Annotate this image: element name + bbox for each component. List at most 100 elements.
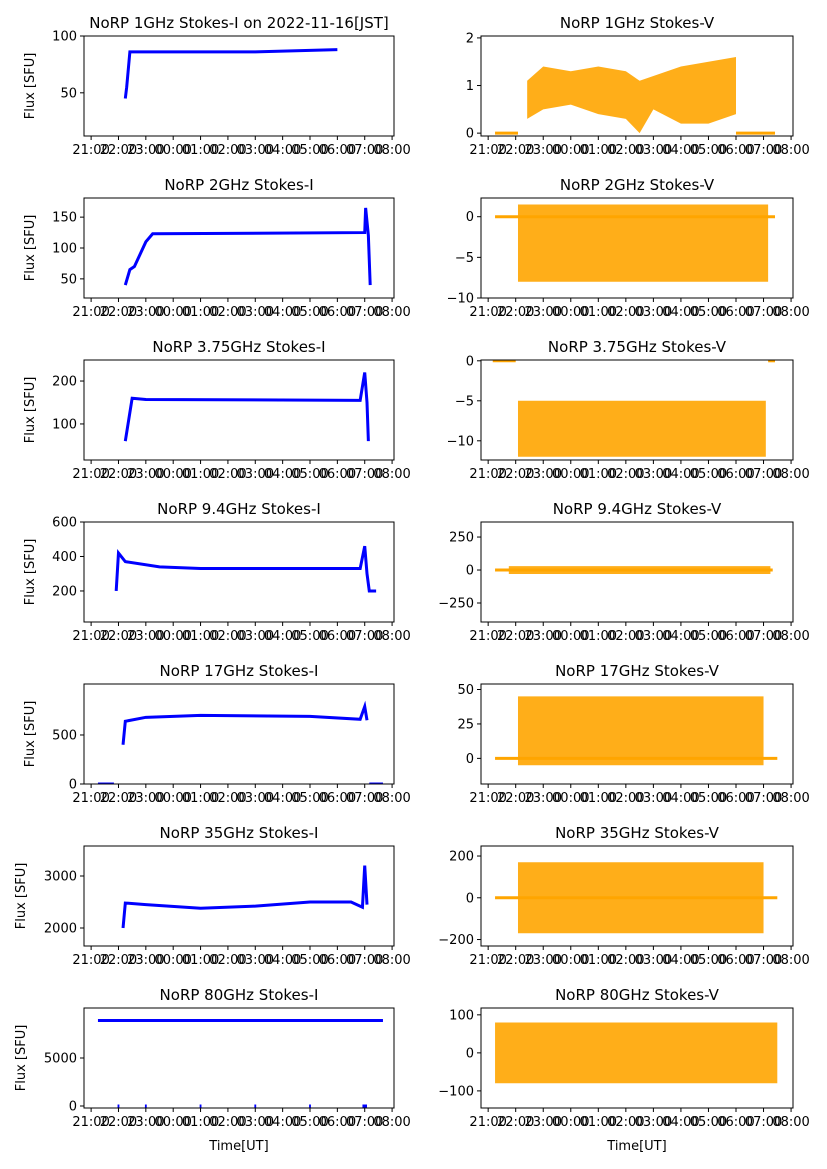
x-tick-label: 21:00 bbox=[72, 791, 109, 806]
x-tick-label: 02:00 bbox=[607, 305, 644, 320]
x-tick-label: 22:00 bbox=[497, 1115, 534, 1130]
x-tick-label: 05:00 bbox=[690, 1115, 727, 1130]
subplot-title: NoRP 17GHz Stokes-I bbox=[160, 662, 319, 680]
subplot-12: NoRP 35GHz Stokes-V −200 0 200 21:0022:0023:… bbox=[438, 824, 810, 968]
y-tick-label: 500 bbox=[52, 728, 77, 743]
x-tick-label: 08:00 bbox=[772, 143, 809, 158]
x-tick-label: 22:00 bbox=[100, 953, 137, 968]
stokes-v-scatter-band bbox=[517, 204, 769, 282]
y-tick-label: 2000 bbox=[44, 922, 77, 937]
x-tick-label: 01:00 bbox=[182, 629, 219, 644]
x-tick-label: 23:00 bbox=[525, 1115, 562, 1130]
y-tick-label: 0 bbox=[466, 127, 474, 142]
y-axis-label: Flux [SFU] bbox=[14, 1025, 29, 1092]
x-tick-label: 08:00 bbox=[373, 143, 410, 158]
x-tick-label: 08:00 bbox=[772, 467, 809, 482]
x-tick-label: 23:00 bbox=[525, 467, 562, 482]
x-tick-label: 05:00 bbox=[291, 467, 328, 482]
x-tick-label: 21:00 bbox=[72, 143, 109, 158]
x-tick-label: 03:00 bbox=[237, 629, 274, 644]
y-tick-label: −5 bbox=[455, 394, 474, 409]
x-tick-label: 08:00 bbox=[373, 791, 410, 806]
x-tick-label: 23:00 bbox=[525, 791, 562, 806]
axes-frame bbox=[83, 1007, 395, 1109]
x-tick-label: 05:00 bbox=[291, 1115, 328, 1130]
subplot-title: NoRP 9.4GHz Stokes-I bbox=[157, 500, 321, 518]
axes-frame bbox=[480, 197, 794, 299]
x-tick-label: 08:00 bbox=[373, 467, 410, 482]
subplot-3: NoRP 2GHz Stokes-I Flux [SFU] 50 100 150 21:0… bbox=[23, 176, 411, 320]
subplot-title: NoRP 2GHz Stokes-I bbox=[164, 176, 313, 194]
x-tick-label: 23:00 bbox=[127, 1115, 164, 1130]
x-axis-label: Time[UT] bbox=[208, 1139, 268, 1154]
x-tick-label: 06:00 bbox=[319, 1115, 356, 1130]
x-tick-label: 07:00 bbox=[745, 305, 782, 320]
x-tick-label: 05:00 bbox=[690, 953, 727, 968]
y-tick-label: 0 bbox=[466, 354, 474, 369]
x-tick-label: 02:00 bbox=[209, 143, 246, 158]
subplot-4: NoRP 2GHz Stokes-V−10−5021:0022:0023:000… bbox=[447, 176, 810, 320]
plot-area bbox=[123, 48, 338, 99]
x-tick-label: 23:00 bbox=[127, 953, 164, 968]
x-tick-label: 01:00 bbox=[580, 953, 617, 968]
x-tick-label: 08:00 bbox=[772, 629, 809, 644]
x-tick-label: 07:00 bbox=[745, 467, 782, 482]
axes-frame bbox=[83, 521, 395, 623]
x-tick-label: 07:00 bbox=[745, 143, 782, 158]
y-tick-label: 250 bbox=[449, 531, 474, 546]
y-axis-label: Flux [SFU] bbox=[23, 377, 38, 444]
x-tick-label: 21:00 bbox=[469, 305, 506, 320]
subplot-7: NoRP 9.4GHz Stokes-I Flux [SFU] 200 400 600 2… bbox=[23, 500, 411, 644]
x-tick-label: 01:00 bbox=[580, 143, 617, 158]
plot-area bbox=[495, 1022, 778, 1084]
x-tick-label: 22:00 bbox=[497, 629, 534, 644]
x-tick-label: 03:00 bbox=[237, 467, 274, 482]
x-tick-label: 00:00 bbox=[154, 791, 191, 806]
subplot-5: NoRP 3.75GHz Stokes-I Flux [SFU] 100 200 21:… bbox=[23, 338, 411, 482]
plot-area bbox=[121, 865, 369, 929]
y-tick-label: 3000 bbox=[44, 870, 77, 885]
x-tick-label: 01:00 bbox=[580, 791, 617, 806]
x-tick-label: 22:00 bbox=[100, 1115, 137, 1130]
x-tick-label: 06:00 bbox=[319, 953, 356, 968]
y-tick-label: 0 bbox=[466, 210, 474, 225]
axes-frame bbox=[83, 359, 395, 461]
x-tick-label: 03:00 bbox=[237, 305, 274, 320]
x-tick-label: 23:00 bbox=[525, 953, 562, 968]
x-tick-label: 05:00 bbox=[291, 953, 328, 968]
x-tick-label: 01:00 bbox=[182, 1115, 219, 1130]
x-tick-label: 23:00 bbox=[525, 629, 562, 644]
x-tick-label: 22:00 bbox=[100, 143, 137, 158]
y-axis-label: Flux [SFU] bbox=[23, 53, 38, 120]
axes-frame bbox=[83, 35, 395, 137]
x-tick-label: 08:00 bbox=[373, 629, 410, 644]
x-tick-label: 04:00 bbox=[264, 305, 301, 320]
subplot-2: NoRP 1GHz Stokes-V 0 1 2 21:0022:0023:0000:0… bbox=[466, 14, 810, 158]
stokes-v-scatter-band bbox=[495, 1022, 778, 1084]
y-tick-label: 200 bbox=[52, 375, 77, 390]
x-tick-label: 04:00 bbox=[662, 953, 699, 968]
x-tick-label: 23:00 bbox=[127, 467, 164, 482]
subplot-title: NoRP 1GHz Stokes-I on 2022-11-16[JST] bbox=[89, 14, 389, 32]
x-tick-label: 00:00 bbox=[552, 1115, 589, 1130]
x-tick-label: 02:00 bbox=[209, 467, 246, 482]
x-tick-label: 01:00 bbox=[182, 791, 219, 806]
x-tick-label: 04:00 bbox=[662, 1115, 699, 1130]
x-tick-label: 22:00 bbox=[497, 305, 534, 320]
x-tick-label: 03:00 bbox=[237, 1115, 274, 1130]
y-tick-label: 200 bbox=[52, 584, 77, 599]
x-tick-label: 00:00 bbox=[154, 1115, 191, 1130]
x-tick-label: 21:00 bbox=[469, 143, 506, 158]
x-tick-label: 05:00 bbox=[291, 143, 328, 158]
y-tick-label: −10 bbox=[447, 292, 474, 307]
plot-area bbox=[495, 204, 776, 282]
x-tick-label: 04:00 bbox=[264, 953, 301, 968]
x-tick-label: 04:00 bbox=[264, 143, 301, 158]
x-tick-label: 22:00 bbox=[100, 467, 137, 482]
x-tick-label: 06:00 bbox=[319, 305, 356, 320]
y-tick-label: 0 bbox=[466, 891, 474, 906]
x-tick-label: 05:00 bbox=[291, 305, 328, 320]
plot-area bbox=[123, 207, 372, 286]
x-tick-label: 23:00 bbox=[525, 143, 562, 158]
